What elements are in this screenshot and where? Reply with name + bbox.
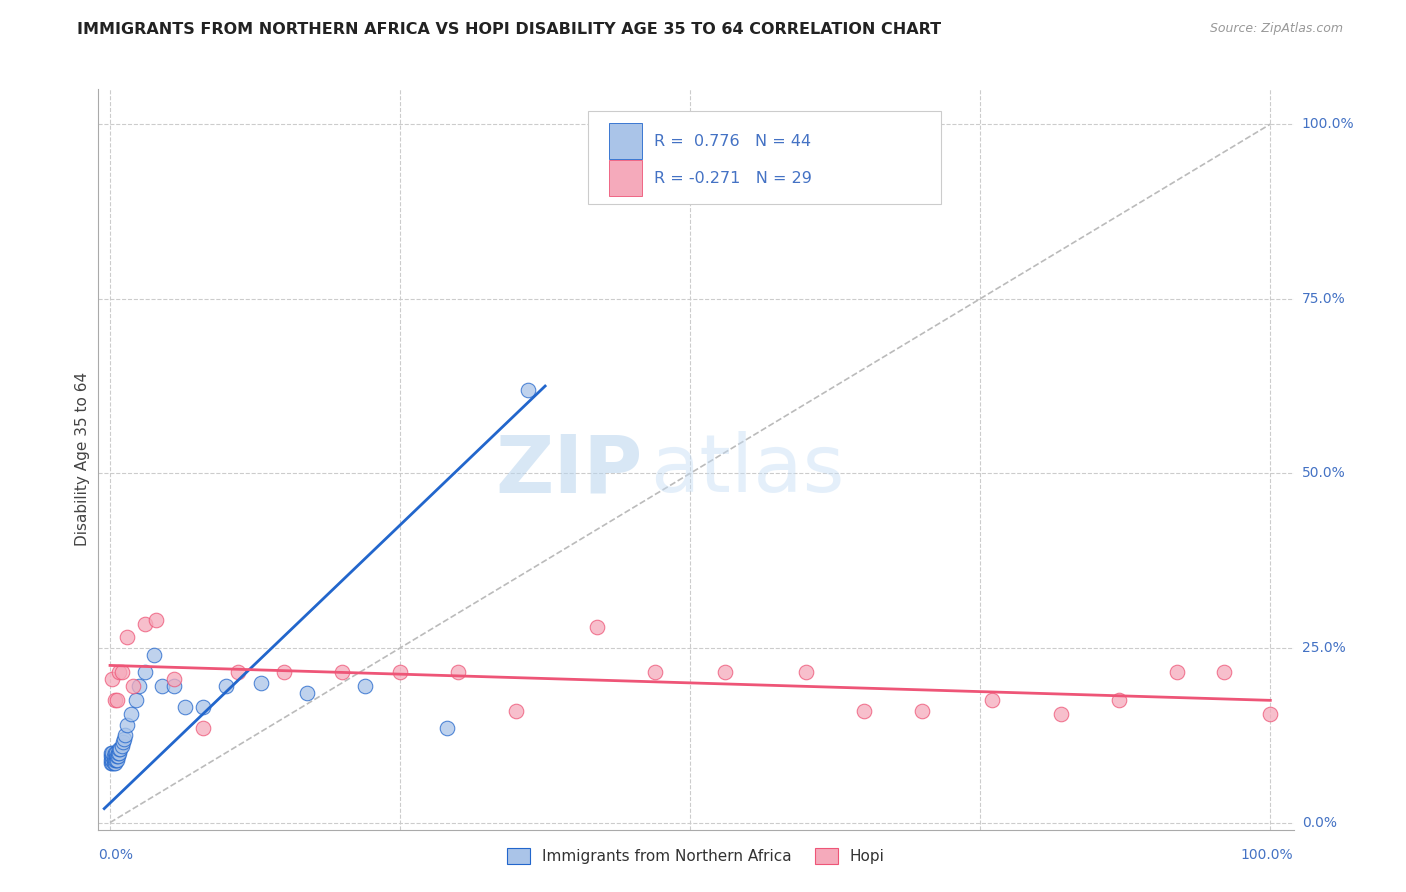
Point — [117, 631, 139, 645]
Text: R =  0.776   N = 44: R = 0.776 N = 44 — [654, 134, 811, 149]
Point — [104, 746, 127, 760]
Legend: Immigrants from Northern Africa, Hopi: Immigrants from Northern Africa, Hopi — [501, 842, 891, 870]
FancyBboxPatch shape — [609, 161, 643, 196]
Text: 0.0%: 0.0% — [98, 848, 134, 862]
Text: ZIP: ZIP — [495, 432, 643, 509]
Point — [103, 753, 125, 767]
Point — [191, 700, 214, 714]
Point — [101, 746, 124, 760]
Point — [122, 679, 145, 693]
Text: 25.0%: 25.0% — [1302, 641, 1346, 655]
Point — [105, 753, 128, 767]
Point — [354, 679, 377, 693]
Point — [714, 665, 737, 680]
Point — [505, 704, 527, 718]
Text: 100.0%: 100.0% — [1241, 848, 1294, 862]
Point — [516, 383, 538, 397]
Point — [104, 693, 127, 707]
Point — [163, 679, 186, 693]
Text: IMMIGRANTS FROM NORTHERN AFRICA VS HOPI DISABILITY AGE 35 TO 64 CORRELATION CHAR: IMMIGRANTS FROM NORTHERN AFRICA VS HOPI … — [77, 22, 942, 37]
Point — [1258, 707, 1281, 722]
Point — [100, 749, 122, 764]
Point — [111, 735, 134, 749]
Point — [330, 665, 353, 680]
Point — [110, 742, 132, 756]
Point — [174, 700, 197, 714]
Point — [980, 693, 1002, 707]
Point — [1212, 665, 1234, 680]
Point — [111, 739, 134, 753]
Point — [105, 749, 128, 764]
Point — [447, 665, 470, 680]
Point — [120, 707, 142, 722]
Text: Source: ZipAtlas.com: Source: ZipAtlas.com — [1209, 22, 1343, 36]
Point — [100, 753, 122, 767]
Text: 0.0%: 0.0% — [1302, 815, 1337, 830]
Point — [107, 746, 129, 760]
Point — [273, 665, 295, 680]
Point — [100, 756, 122, 771]
Point — [297, 686, 319, 700]
Point — [108, 742, 131, 756]
Text: 100.0%: 100.0% — [1302, 117, 1354, 131]
Point — [150, 679, 173, 693]
Point — [163, 673, 186, 687]
Point — [191, 721, 214, 735]
Point — [101, 756, 124, 771]
Point — [100, 746, 122, 760]
Point — [104, 746, 127, 760]
Point — [124, 693, 146, 707]
Point — [853, 704, 876, 718]
Point — [108, 746, 131, 760]
Text: R = -0.271   N = 29: R = -0.271 N = 29 — [654, 170, 813, 186]
Point — [250, 676, 273, 690]
FancyBboxPatch shape — [609, 123, 643, 159]
Point — [128, 679, 150, 693]
Point — [103, 756, 125, 771]
Point — [644, 665, 666, 680]
Point — [101, 749, 124, 764]
Point — [1050, 707, 1073, 722]
Point — [1166, 665, 1188, 680]
Point — [436, 721, 458, 735]
Point — [101, 753, 124, 767]
Point — [226, 665, 249, 680]
Point — [103, 749, 125, 764]
Text: 50.0%: 50.0% — [1302, 467, 1346, 481]
Point — [794, 665, 817, 680]
Point — [101, 673, 124, 687]
Point — [215, 679, 238, 693]
Point — [911, 704, 934, 718]
Point — [107, 749, 129, 764]
Point — [112, 731, 135, 746]
Point — [145, 613, 167, 627]
FancyBboxPatch shape — [589, 112, 941, 204]
Point — [104, 749, 127, 764]
Text: atlas: atlas — [651, 432, 845, 509]
Point — [114, 728, 136, 742]
Point — [1108, 693, 1130, 707]
Point — [143, 648, 166, 662]
Point — [108, 665, 131, 680]
Point — [104, 756, 127, 771]
Point — [111, 665, 134, 680]
Point — [117, 718, 139, 732]
Point — [104, 753, 127, 767]
Point — [134, 665, 156, 680]
Point — [104, 753, 127, 767]
Point — [105, 693, 128, 707]
Text: 75.0%: 75.0% — [1302, 292, 1346, 306]
Point — [134, 616, 156, 631]
Point — [389, 665, 412, 680]
Point — [586, 620, 609, 634]
Y-axis label: Disability Age 35 to 64: Disability Age 35 to 64 — [75, 372, 90, 547]
